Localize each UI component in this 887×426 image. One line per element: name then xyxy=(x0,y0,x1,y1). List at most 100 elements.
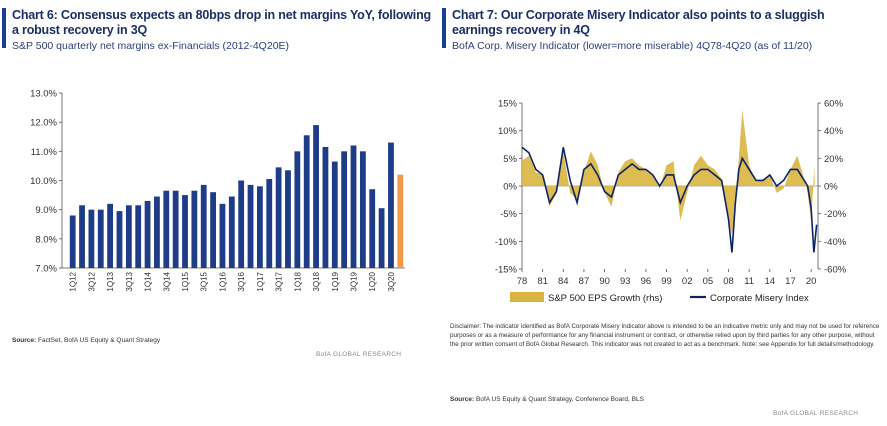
x-tick-label: 08 xyxy=(723,276,734,287)
bar-1Q14 xyxy=(144,200,151,268)
x-tick-label: 96 xyxy=(641,276,652,287)
x-tick-label: 14 xyxy=(765,276,776,287)
x-tick-label: 81 xyxy=(537,276,548,287)
chart-6-source-text: FactSet, BofA US Equity & Quant Strategy xyxy=(38,337,161,344)
y-tick-label: 10.0% xyxy=(30,176,57,187)
left-tick-label: -5% xyxy=(500,209,517,220)
y-tick-label: 9.0% xyxy=(35,205,57,216)
bar-2Q19 xyxy=(341,151,348,268)
bar-1Q20 xyxy=(369,189,376,268)
left-tick-label: 0% xyxy=(503,182,517,193)
bar-2Q12 xyxy=(79,205,85,268)
bar-2Q20 xyxy=(378,208,385,268)
legend-misery-label: Corporate Misery Index xyxy=(710,293,809,304)
x-tick-label: 1Q18 xyxy=(293,271,302,291)
x-tick-label: 3Q13 xyxy=(125,271,134,291)
x-tick-label: 1Q13 xyxy=(106,271,115,291)
bar-1Q12 xyxy=(69,215,76,268)
x-tick-label: 3Q18 xyxy=(312,271,321,291)
right-tick-label: 60% xyxy=(824,99,844,110)
chart-6-brand: BofA GLOBAL RESEARCH xyxy=(316,351,402,358)
y-tick-label: 12.0% xyxy=(30,118,57,129)
x-tick-label: 1Q16 xyxy=(218,271,227,291)
x-tick-label: 93 xyxy=(620,276,631,287)
left-tick-label: -10% xyxy=(495,237,518,248)
right-tick-label: -20% xyxy=(824,209,847,220)
legend-eps-label: S&P 500 EPS Growth (rhs) xyxy=(548,293,662,304)
x-tick-label: 1Q20 xyxy=(368,271,377,291)
x-tick-label: 90 xyxy=(599,276,610,287)
x-tick-label: 20 xyxy=(806,276,817,287)
x-tick-label: 1Q14 xyxy=(144,271,153,291)
x-tick-label: 84 xyxy=(558,276,569,287)
right-tick-label: 20% xyxy=(824,154,844,165)
chart-7-panel: Chart 7: Our Corporate Misery Indicator … xyxy=(440,0,887,426)
x-tick-label: 1Q12 xyxy=(69,271,78,291)
title-accent-bar xyxy=(2,8,6,48)
right-tick-label: -40% xyxy=(824,237,847,248)
chart-6-title: Chart 6: Consensus expects an 80bps drop… xyxy=(12,8,431,37)
bar-2Q16 xyxy=(228,196,235,268)
chart-6-plot: 13.0% 12.0% 11.0% 10.0% 9.0% 8.0% 7.0% 1Q12 3Q12… xyxy=(30,89,405,292)
bar-2Q17 xyxy=(266,179,273,268)
bar-3Q12 xyxy=(88,209,95,268)
x-tick-label: 78 xyxy=(517,276,528,287)
x-tick-label: 99 xyxy=(661,276,672,287)
right-tick-label: -60% xyxy=(824,265,847,276)
left-tick-label: -15% xyxy=(495,265,518,276)
chart-6-panel: Chart 6: Consensus expects an 80bps drop… xyxy=(0,0,440,426)
bar-3Q18 xyxy=(313,125,319,268)
y-tick-label: 11.0% xyxy=(31,147,58,158)
chart-6-subtitle: S&P 500 quarterly net margins ex-Financi… xyxy=(12,40,290,52)
bar-3Q17 xyxy=(275,167,282,268)
bar-1Q19 xyxy=(331,161,338,268)
chart-7-title: Chart 7: Our Corporate Misery Indicator … xyxy=(452,8,825,37)
title-accent-bar xyxy=(442,8,446,48)
eps-growth-area xyxy=(522,109,815,235)
chart-6-source: Source: FactSet, BofA US Equity & Quant … xyxy=(12,337,160,344)
bar-4Q12 xyxy=(97,209,104,268)
bar-3Q15 xyxy=(200,184,207,269)
right-tick-label: 40% xyxy=(824,126,844,137)
chart-7-source-text: BofA US Equity & Quant Strategy, Confere… xyxy=(476,396,644,403)
left-tick-label: 15% xyxy=(498,99,518,110)
legend-eps-swatch xyxy=(510,292,544,302)
bar-4Q13 xyxy=(135,205,142,268)
x-tick-label: 3Q14 xyxy=(162,271,171,291)
chart-6-source-label: Source: xyxy=(12,337,37,344)
bar-4Q19 xyxy=(359,151,366,268)
x-tick-label: 87 xyxy=(579,276,590,287)
bar-2Q13 xyxy=(116,211,123,269)
x-tick-label: 3Q17 xyxy=(275,271,284,291)
bar-4Q15 xyxy=(210,192,216,268)
x-tick-label: 02 xyxy=(682,276,693,287)
bar-4Q20 xyxy=(397,174,404,268)
x-tick-label: 3Q16 xyxy=(237,271,246,291)
x-tick-label: 11 xyxy=(744,276,754,287)
bar-1Q17 xyxy=(257,186,263,268)
chart-7-source: Source: BofA US Equity & Quant Strategy,… xyxy=(450,396,644,403)
bar-3Q14 xyxy=(163,190,170,268)
x-tick-label: 05 xyxy=(703,276,714,287)
x-tick-label: 1Q19 xyxy=(331,271,340,291)
bar-4Q16 xyxy=(247,184,254,269)
bar-4Q14 xyxy=(172,190,179,268)
x-tick-label: 3Q15 xyxy=(200,271,209,291)
bar-3Q16 xyxy=(238,180,245,268)
chart-7-subtitle: BofA Corp. Misery Indicator (lower=more … xyxy=(452,40,813,52)
x-tick-label: 3Q19 xyxy=(350,271,359,291)
x-tick-label: 1Q15 xyxy=(181,271,190,291)
bar-4Q17 xyxy=(285,170,291,268)
bar-2Q15 xyxy=(191,190,198,268)
x-tick-label: 3Q20 xyxy=(387,271,396,291)
y-tick-label: 8.0% xyxy=(35,234,57,245)
x-tick-label: 3Q12 xyxy=(87,271,96,291)
chart-7-brand: BofA GLOBAL RESEARCH xyxy=(773,410,859,417)
chart-7-disclaimer: Disclaimer: The indicator identified as … xyxy=(450,323,880,348)
bar-1Q15 xyxy=(182,195,188,268)
bar-1Q13 xyxy=(107,203,114,268)
x-tick-label: 17 xyxy=(785,276,796,287)
x-tick-label: 1Q17 xyxy=(256,271,265,291)
bar-2Q14 xyxy=(154,196,160,268)
misery-index-line xyxy=(521,146,818,253)
